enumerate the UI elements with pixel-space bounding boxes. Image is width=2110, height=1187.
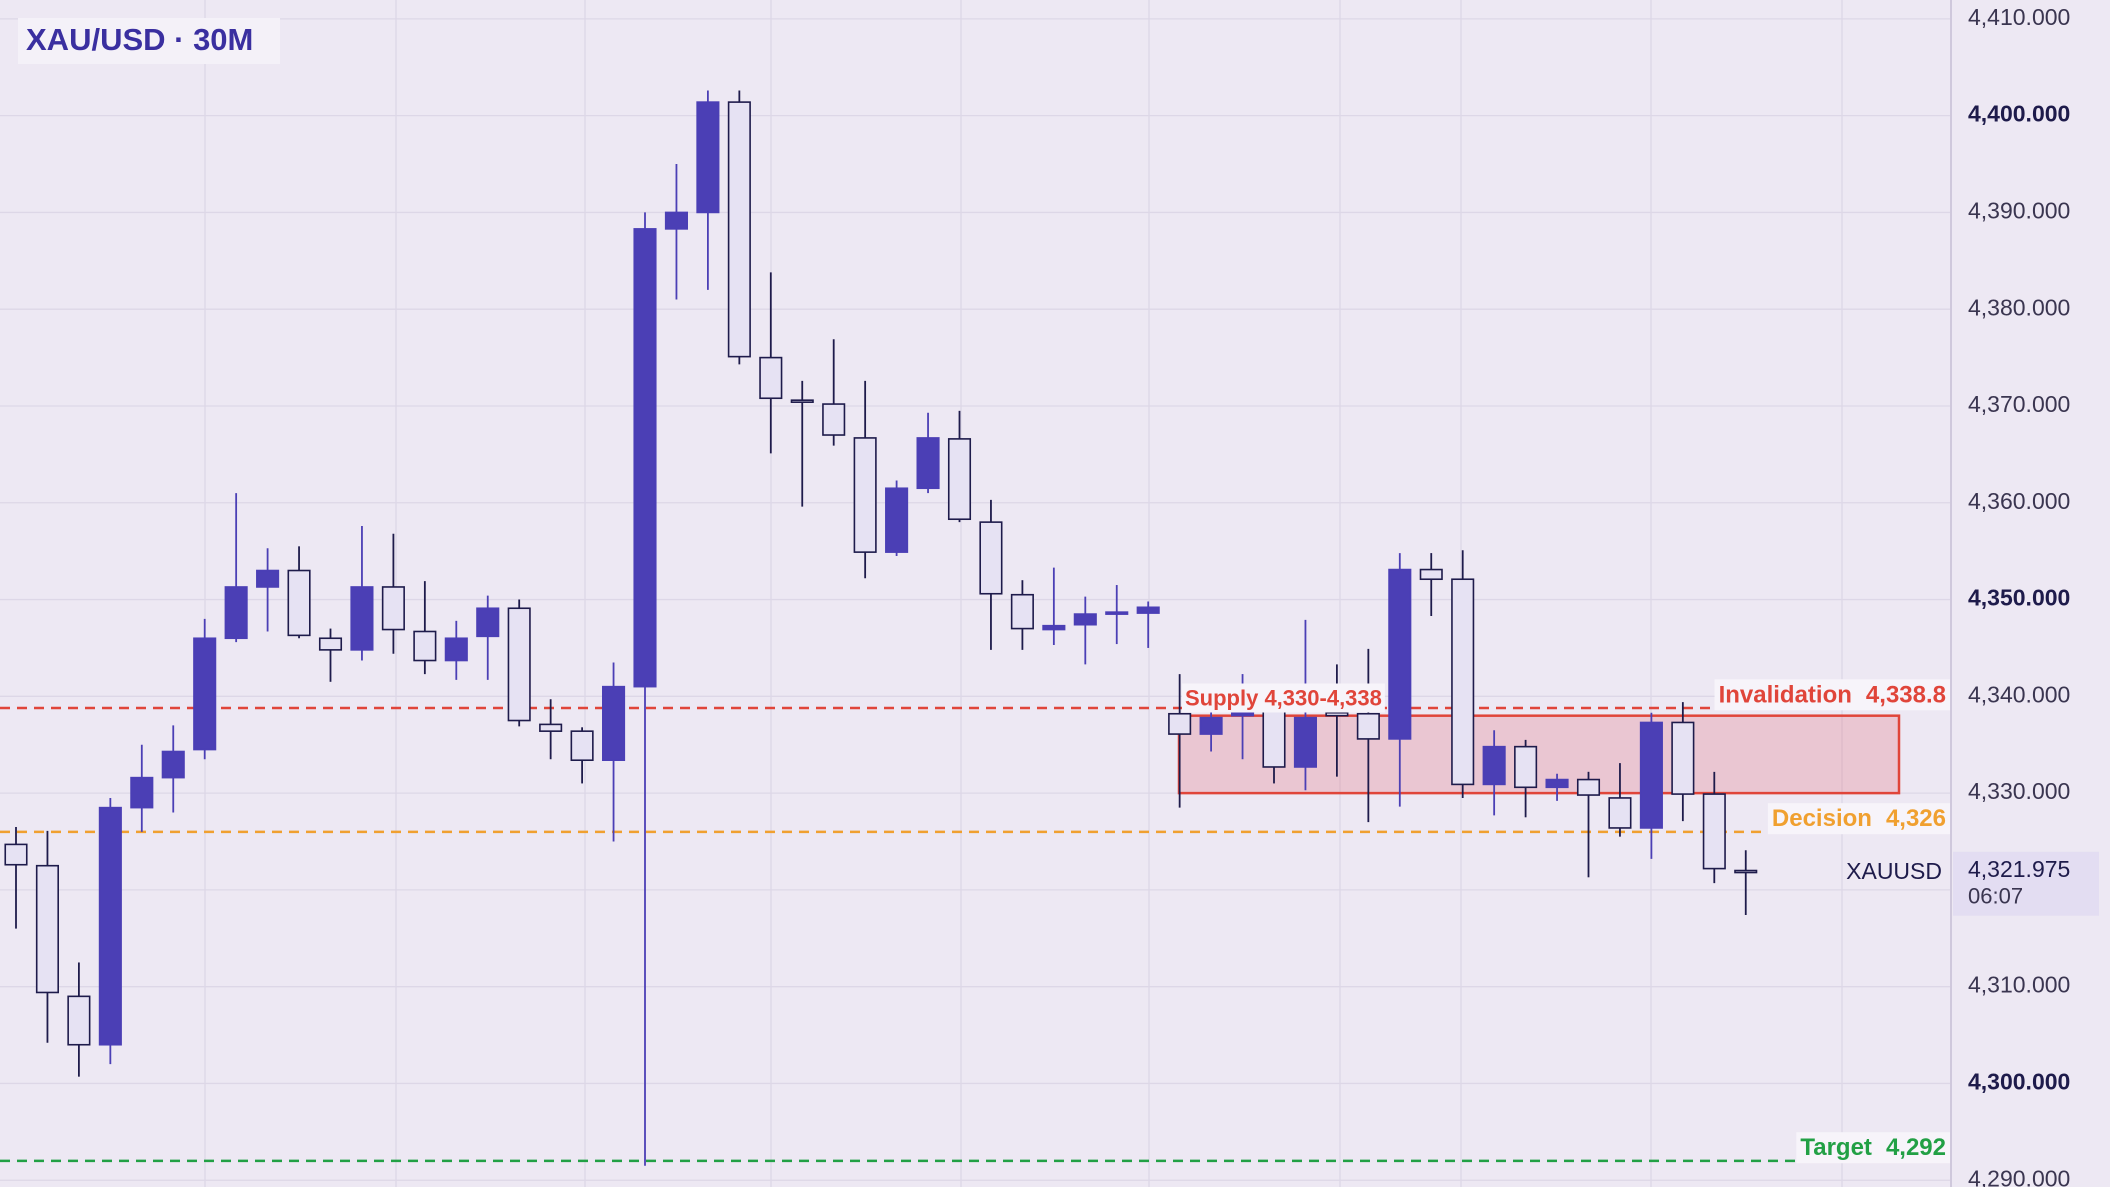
last-price: 4,321.975 xyxy=(1968,856,2070,882)
candle-body xyxy=(1293,716,1317,768)
level-label: 4,292 Target xyxy=(1796,1132,1950,1164)
candle-body xyxy=(161,750,185,779)
chart-title: XAU/USD · 30M xyxy=(26,22,253,57)
y-tick-label: 4,330.000 xyxy=(1968,778,2070,804)
candle-body xyxy=(539,723,563,732)
candle-body xyxy=(885,487,909,553)
candle-body xyxy=(696,101,720,214)
candle-body xyxy=(853,437,877,553)
y-tick-label: 4,300.000 xyxy=(1968,1069,2070,1095)
candle-body xyxy=(1514,745,1538,789)
level-label: 4,326 Decision xyxy=(1767,803,1950,835)
grid xyxy=(0,18,1951,1181)
y-tick-label: 4,350.000 xyxy=(1968,585,2070,611)
y-tick-label: 4,380.000 xyxy=(1968,294,2070,320)
candle-body xyxy=(444,637,468,662)
y-tick-label: 4,290.000 xyxy=(1968,1165,2070,1187)
candle-body xyxy=(350,586,374,651)
candle-body xyxy=(1576,778,1601,796)
candle-body xyxy=(67,995,91,1046)
label-bg xyxy=(1767,803,1950,835)
candle-body xyxy=(727,101,751,358)
candle-body xyxy=(507,607,531,722)
candle-body xyxy=(947,438,972,521)
candle-body xyxy=(1168,712,1192,735)
label-bg xyxy=(1182,683,1385,713)
candle-body xyxy=(224,586,248,640)
y-tick-label: 4,390.000 xyxy=(1968,198,2070,224)
candle-body xyxy=(759,356,783,400)
supply-box xyxy=(1177,714,1901,795)
candle-body xyxy=(1105,611,1129,615)
level-name: Decision xyxy=(1772,805,1872,832)
level-name: Target xyxy=(1800,1134,1872,1161)
y-tick-label: 4,410.000 xyxy=(1968,4,2070,30)
candle-body xyxy=(1042,624,1066,631)
candle-body xyxy=(1671,721,1695,795)
candle-body xyxy=(1356,712,1380,740)
candle-body xyxy=(1199,716,1223,735)
candle-body xyxy=(1639,721,1663,829)
y-tick-label: 4,400.000 xyxy=(1968,101,2070,127)
y-tick-label: 4,360.000 xyxy=(1968,488,2070,514)
vertical-grid xyxy=(204,0,1843,1187)
price-box xyxy=(1953,851,2099,916)
candle-body xyxy=(979,521,1003,595)
candle-body xyxy=(1482,745,1506,786)
candle-body xyxy=(822,403,846,436)
level-value: 4,338.8 xyxy=(1866,681,1946,708)
candle-body xyxy=(413,630,437,662)
candle-body xyxy=(287,569,311,637)
candle-body xyxy=(35,864,60,994)
symbol-label: XAUUSD xyxy=(1846,858,1942,884)
candle-body xyxy=(318,637,343,651)
candle-body xyxy=(1325,711,1349,717)
candle-body xyxy=(256,569,280,588)
candle-body xyxy=(1734,869,1758,874)
level-value: 4,292 xyxy=(1886,1134,1946,1161)
candle-body xyxy=(1073,613,1097,626)
candle-body xyxy=(633,228,657,688)
level-value: 4,326 xyxy=(1886,805,1946,832)
label-bg xyxy=(1796,1132,1950,1164)
labels: 4,290.0004,300.0004,310.0004,320.0004,33… xyxy=(1182,4,2099,1187)
candle-body xyxy=(1608,797,1632,829)
candle-body xyxy=(1451,578,1475,786)
label-bg xyxy=(1714,679,1950,711)
candle-body xyxy=(1262,710,1286,768)
candle-body xyxy=(601,685,626,762)
candle-body xyxy=(1419,568,1443,581)
y-tick-label: 4,370.000 xyxy=(1968,391,2070,417)
candle-body xyxy=(1702,793,1726,870)
level-name: Invalidation xyxy=(1719,681,1852,708)
candle-body xyxy=(1136,606,1160,614)
supply-zone xyxy=(1177,714,1901,795)
candle-body xyxy=(1388,568,1412,740)
candle-body xyxy=(4,843,28,866)
candle-body xyxy=(381,586,405,631)
title-bg xyxy=(18,18,280,64)
countdown: 06:07 xyxy=(1968,884,2023,909)
level-label: 4,338.8 Invalidation xyxy=(1714,679,1950,711)
y-tick-label: 4,310.000 xyxy=(1968,972,2070,998)
candle-body xyxy=(916,437,940,490)
candle-body xyxy=(1010,593,1034,630)
candle-body xyxy=(476,607,500,638)
candle-body xyxy=(790,399,814,403)
zone-label: Supply 4,330-4,338 xyxy=(1185,685,1382,710)
candle-body xyxy=(193,637,217,751)
levels xyxy=(0,706,1951,1163)
y-tick-label: 4,340.000 xyxy=(1968,681,2070,707)
candles xyxy=(4,90,1758,1166)
candle-body xyxy=(98,806,122,1046)
candle-body xyxy=(130,776,154,809)
candle-body xyxy=(664,211,689,230)
candle-body xyxy=(570,730,594,762)
candle-body xyxy=(1545,778,1569,789)
